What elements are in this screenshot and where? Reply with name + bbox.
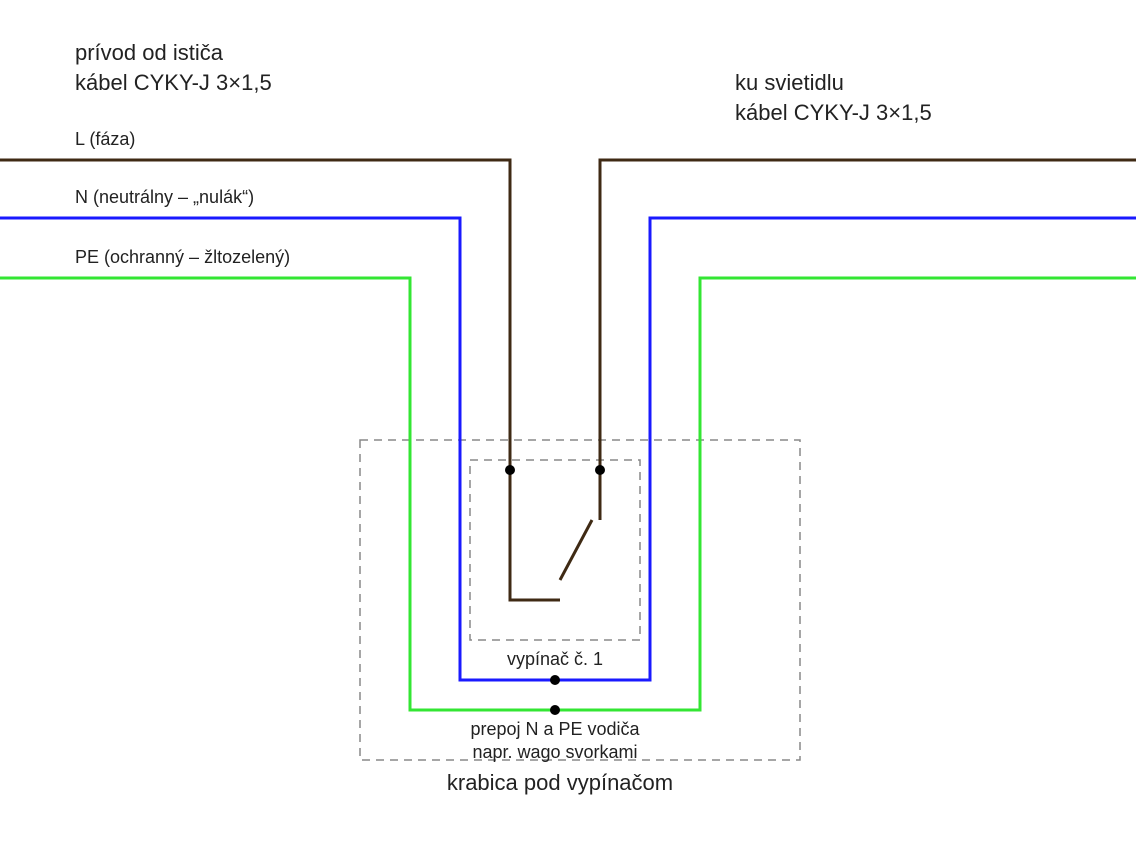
node-phase-out: [595, 465, 605, 475]
wiring-diagram: prívod od ističa kábel CYKY-J 3×1,5 ku svi…: [0, 0, 1136, 842]
node-pe-join: [550, 705, 560, 715]
label-junction-1: prepoj N a PE vodiča: [470, 719, 640, 739]
label-pe: PE (ochranný – žltozelený): [75, 247, 290, 267]
label-left-title-2: kábel CYKY-J 3×1,5: [75, 70, 272, 95]
label-left-title-1: prívod od ističa: [75, 40, 224, 65]
label-l: L (fáza): [75, 129, 135, 149]
background: [0, 0, 1136, 842]
label-right-title-1: ku svietidlu: [735, 70, 844, 95]
node-neutral-join: [550, 675, 560, 685]
label-junction-2: napr. wago svorkami: [472, 742, 637, 762]
node-phase-in: [505, 465, 515, 475]
label-box: krabica pod vypínačom: [447, 770, 673, 795]
label-switch: vypínač č. 1: [507, 649, 603, 669]
label-n: N (neutrálny – „nulák“): [75, 187, 254, 207]
label-right-title-2: kábel CYKY-J 3×1,5: [735, 100, 932, 125]
